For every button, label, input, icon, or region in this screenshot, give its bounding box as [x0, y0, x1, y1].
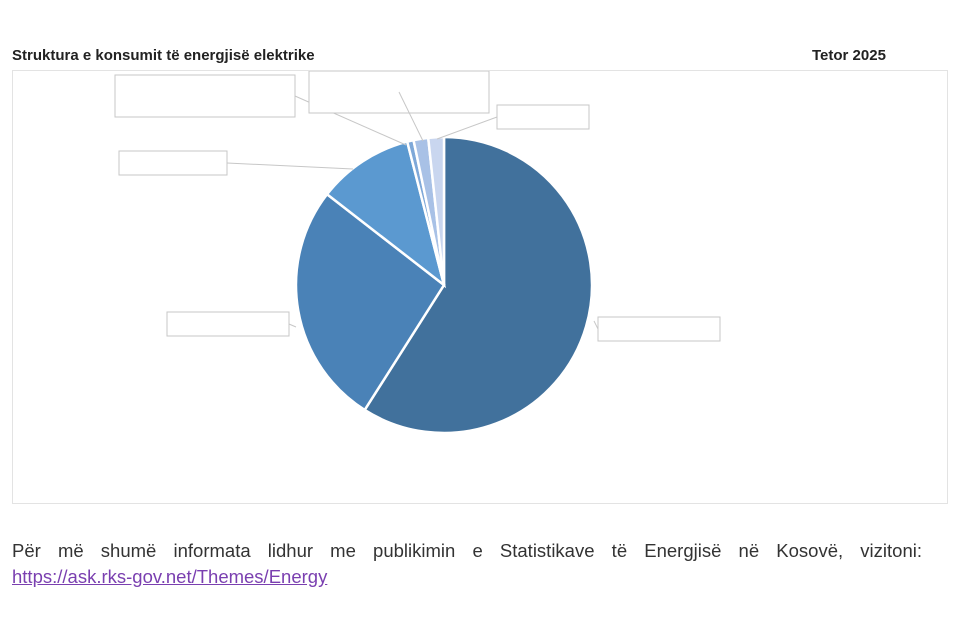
data-label-6 — [496, 104, 590, 130]
chart-title: Struktura e konsumit të energjisë elektr… — [12, 47, 315, 64]
chart-area — [12, 70, 948, 504]
data-label-5-leader — [398, 91, 424, 142]
energy-link[interactable]: https://ask.rks-gov.net/Themes/Energy — [12, 566, 328, 587]
data-label-3-leader — [226, 162, 354, 170]
data-label-1-leader — [593, 320, 599, 330]
pie-slice-3 — [325, 140, 447, 289]
pie-slice-6 — [426, 135, 446, 286]
pie-chart — [114, 71, 721, 435]
pie-slice-2 — [294, 192, 446, 412]
pie-slice-1 — [362, 135, 594, 435]
data-label-6-leader — [436, 116, 498, 140]
data-label-2-leader — [288, 323, 297, 328]
data-label-2 — [166, 311, 290, 337]
footnote-text: Për më shumë informata lidhur me publiki… — [12, 540, 922, 561]
data-label-1 — [597, 316, 721, 342]
period-label: Tetor 2025 — [812, 47, 886, 64]
data-label-4 — [114, 74, 296, 118]
data-label-3 — [118, 150, 228, 176]
